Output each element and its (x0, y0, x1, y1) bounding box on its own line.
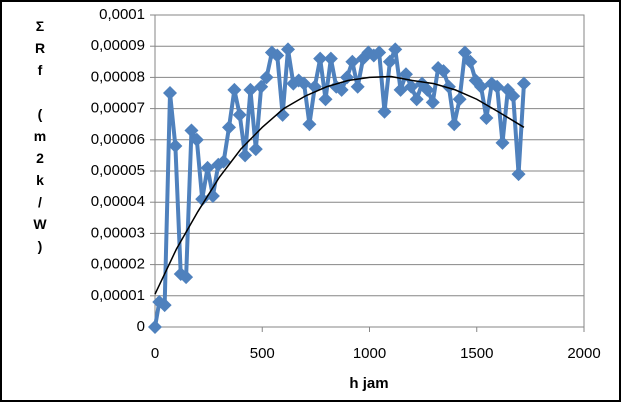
marker (163, 86, 178, 100)
marker (516, 76, 531, 91)
marker (248, 142, 263, 157)
marker (420, 82, 435, 97)
marker (490, 79, 505, 94)
marker (350, 79, 365, 94)
marker (297, 76, 312, 91)
marker (270, 48, 285, 63)
y-tick-label: 0,00003 (91, 224, 145, 241)
marker (195, 192, 210, 207)
y-axis-label: ΣRf (m2k/W) (32, 18, 48, 260)
x-tick-label: 1000 (353, 345, 386, 362)
marker (318, 92, 333, 107)
marker (334, 82, 349, 97)
x-tick-label: 0 (151, 345, 159, 362)
marker (157, 298, 172, 313)
marker (254, 79, 269, 94)
y-tick-label: 0,00007 (91, 100, 145, 117)
marker (511, 167, 526, 182)
plot-frame (154, 14, 585, 328)
marker (243, 82, 258, 97)
x-tick-label: 1500 (460, 345, 493, 362)
y-tick-label: 0,0001 (99, 6, 145, 23)
marker (436, 64, 451, 79)
marker (345, 54, 360, 69)
marker (425, 95, 440, 110)
marker (302, 117, 317, 132)
marker (457, 45, 472, 60)
y-tick-label: 0 (137, 318, 145, 335)
y-tick-label: 0,00009 (91, 37, 145, 54)
marker (323, 51, 338, 66)
marker (280, 42, 295, 57)
marker (398, 67, 413, 82)
marker (189, 132, 204, 147)
marker (404, 79, 419, 94)
marker (463, 54, 478, 69)
y-tick-label: 0,00005 (91, 162, 145, 179)
marker (200, 160, 215, 175)
marker (372, 45, 387, 60)
marker (377, 104, 392, 119)
marker (216, 154, 231, 169)
trendline (154, 75, 525, 295)
x-axis-label: h jam (349, 375, 388, 392)
marker (452, 92, 467, 107)
x-tick-label: 2000 (567, 345, 600, 362)
y-tick-label: 0,00004 (91, 193, 145, 210)
y-tick-label: 0,00002 (91, 256, 145, 273)
marker (148, 320, 162, 334)
marker (232, 107, 247, 122)
x-tick-label: 500 (250, 345, 275, 362)
marker (382, 54, 397, 69)
marker (393, 82, 408, 97)
marker (506, 89, 521, 104)
marker (238, 148, 253, 163)
marker (447, 117, 462, 132)
y-tick-label: 0,00006 (91, 131, 145, 148)
marker (184, 123, 199, 138)
marker (227, 82, 242, 97)
marker (495, 135, 510, 150)
marker (479, 110, 494, 125)
marker (168, 139, 183, 154)
marker (259, 70, 274, 85)
y-tick-label: 0,00008 (91, 68, 145, 85)
marker (275, 107, 290, 122)
marker (474, 79, 489, 94)
marker (222, 120, 237, 135)
marker (388, 42, 403, 57)
marker (179, 270, 194, 285)
y-tick-label: 0,00001 (91, 287, 145, 304)
marker (409, 92, 424, 107)
marker (441, 79, 456, 94)
marker (313, 51, 328, 66)
